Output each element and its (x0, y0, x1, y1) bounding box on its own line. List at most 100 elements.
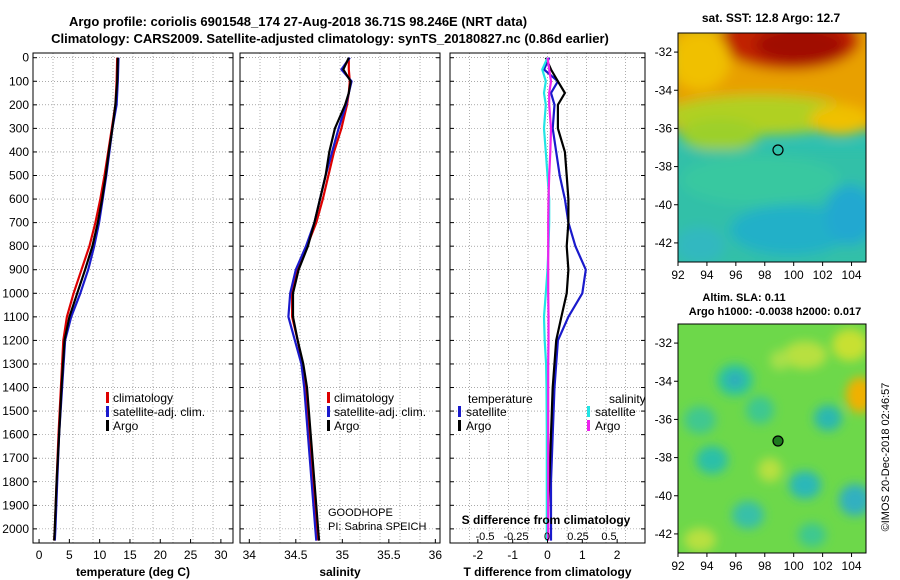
sla-map-xtick-label: 104 (842, 559, 862, 573)
temp-xtick-label: 0 (36, 548, 43, 562)
depth-tick-label: 100 (9, 74, 29, 88)
sla-map-title-line2: Argo h1000: -0.0038 h2000: 0.017 (689, 306, 861, 318)
temp-xtick-label: 5 (66, 548, 73, 562)
depth-tick-label: 1200 (2, 333, 29, 347)
legend-header-salinity: salinity (609, 392, 646, 406)
sal-xtick-label: 34.5 (284, 548, 308, 562)
sst-map (677, 32, 867, 263)
sla-map-xtick-label: 98 (758, 559, 772, 573)
diff-series-temperature-satellite (542, 57, 587, 541)
legend-swatch-sal-satellite (587, 406, 590, 417)
sst-map-ytick-label: -36 (655, 121, 673, 135)
s-diff-tick-label: -0.5 (476, 531, 495, 543)
sst-map-frame (677, 32, 867, 263)
depth-tick-label: 1100 (3, 310, 29, 324)
depth-tick-label: 500 (9, 169, 29, 183)
sla-map-xtick-label: 94 (700, 559, 714, 573)
imos-credit: ©IMOS 20-Dec-2018 02:46:57 (880, 383, 892, 532)
depth-tick-label: 1500 (2, 404, 29, 418)
sst-map-xtick-label: 102 (813, 268, 833, 282)
s-diff-tick-label: -0.25 (503, 531, 528, 543)
sst-map-xtick-label: 92 (671, 268, 685, 282)
depth-tick-label: 600 (9, 192, 29, 206)
sal-xtick-label: 34 (243, 548, 257, 562)
legend-label-sal-satellite: satellite (595, 405, 636, 419)
sla-map (677, 323, 867, 554)
sla-map-xtick-label: 102 (813, 559, 833, 573)
legend-swatch-satellite (106, 406, 109, 417)
s-diff-tick-label: 0.5 (601, 531, 616, 543)
depth-tick-label: 700 (9, 216, 29, 230)
legend-header-temperature: temperature (468, 392, 533, 406)
sla-map-frame (677, 323, 867, 554)
diff-xtick-label: 2 (614, 548, 621, 562)
diff-xtick-label: 0 (544, 548, 551, 562)
legend-label-temp-satellite: satellite (466, 405, 507, 419)
sla-map-ytick-label: -34 (655, 374, 673, 388)
temp-xaxis-label: temperature (deg C) (76, 565, 190, 579)
float-program-label: GOODHOPE (328, 507, 393, 519)
sla-map-ytick-label: -42 (655, 527, 673, 541)
depth-tick-label: 900 (9, 263, 29, 277)
sst-map-ytick-label: -38 (655, 160, 673, 174)
depth-tick-label: 800 (9, 239, 29, 253)
sst-map-ytick-label: -34 (655, 83, 673, 97)
sla-map-ytick-label: -38 (655, 451, 673, 465)
depth-tick-label: 1400 (2, 381, 29, 395)
depth-tick-label: 1900 (2, 498, 29, 512)
sla-map-xtick-label: 100 (784, 559, 804, 573)
s-difference-axis-label: S difference from climatology (462, 513, 631, 527)
sla-map-ytick-label: -32 (655, 336, 673, 350)
legend-label-temp-argo: Argo (466, 419, 492, 433)
sla-map-xtick-label: 96 (729, 559, 743, 573)
diff-xtick-label: -2 (473, 548, 484, 562)
legend-swatch-temp-satellite (458, 406, 461, 417)
depth-tick-label: 300 (9, 121, 29, 135)
depth-tick-label: 1800 (2, 475, 29, 489)
temperature-profile-panel: 0 5 10 15 20 25 30 temperature (deg C) 0 100 200 30… (2, 51, 234, 579)
legend-label-argo-2: Argo (334, 419, 360, 433)
difference-legend: temperature satellite Argo salinity sate… (458, 392, 646, 433)
legend-label-satellite: satellite-adj. clim. (113, 405, 205, 419)
temp-xtick-label: 15 (123, 548, 137, 562)
legend-swatch-climatology (106, 392, 109, 403)
depth-tick-label: 400 (9, 145, 29, 159)
sst-argo-location-marker (772, 144, 784, 156)
temp-xtick-label: 10 (93, 548, 107, 562)
s-diff-tick-label: 0.25 (567, 531, 588, 543)
legend-label-sal-argo: Argo (595, 419, 621, 433)
sst-map-ytick-label: -40 (655, 198, 673, 212)
legend-swatch-temp-argo (458, 420, 461, 431)
legend-label-satellite-2: satellite-adj. clim. (334, 405, 426, 419)
sla-map-ytick-label: -40 (655, 489, 673, 503)
depth-tick-label: 1300 (2, 357, 29, 371)
sst-map-title: sat. SST: 12.8 Argo: 12.7 (702, 11, 841, 25)
sla-argo-location-marker (772, 435, 784, 447)
legend-label-climatology-2: climatology (334, 391, 394, 405)
depth-tick-label: 0 (22, 51, 29, 65)
temp-frame (32, 52, 234, 544)
depth-tick-label: 200 (9, 98, 29, 112)
sal-series-argo (291, 57, 352, 541)
sst-map-xtick-label: 94 (700, 268, 714, 282)
legend-swatch-argo-2 (327, 420, 330, 431)
sal-frame (239, 52, 441, 544)
temp-series-argo (53, 57, 119, 541)
temperature-legend: climatology satellite-adj. clim. Argo (106, 391, 205, 433)
depth-tick-label: 1700 (2, 451, 29, 465)
sla-map-title-line1: Altim. SLA: 0.11 (702, 292, 785, 304)
sal-xtick-label: 35 (336, 548, 350, 562)
diff-series-temperature-argo (544, 57, 570, 541)
float-pi-label: PI: Sabrina SPEICH (328, 521, 426, 533)
sst-map-xtick-label: 100 (784, 268, 804, 282)
sla-map-ytick-label: -36 (655, 412, 673, 426)
figure-title-line2: Climatology: CARS2009. Satellite-adjuste… (51, 31, 609, 46)
sst-map-xtick-label: 98 (758, 268, 772, 282)
legend-label-climatology: climatology (113, 391, 173, 405)
legend-swatch-sal-argo (587, 420, 590, 431)
temp-xtick-label: 30 (214, 548, 228, 562)
sal-xtick-label: 35.5 (377, 548, 401, 562)
diff-series-salinity-argo (546, 57, 553, 541)
figure-title-line1: Argo profile: coriolis 6901548_174 27-Au… (69, 14, 527, 29)
